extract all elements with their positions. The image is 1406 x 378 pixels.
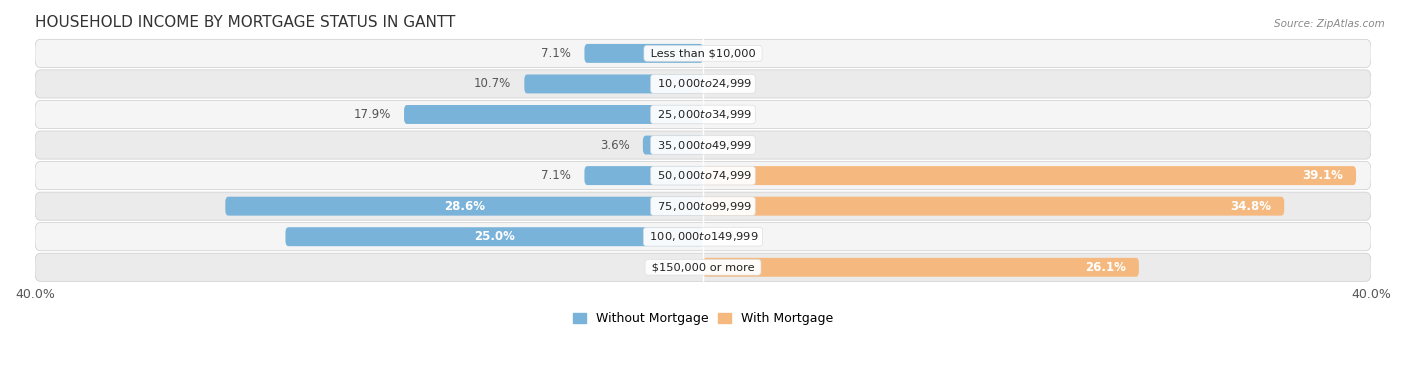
Text: $50,000 to $74,999: $50,000 to $74,999 <box>654 169 752 182</box>
Text: HOUSEHOLD INCOME BY MORTGAGE STATUS IN GANTT: HOUSEHOLD INCOME BY MORTGAGE STATUS IN G… <box>35 15 456 30</box>
Text: 0.0%: 0.0% <box>659 261 689 274</box>
FancyBboxPatch shape <box>585 166 703 185</box>
Text: $10,000 to $24,999: $10,000 to $24,999 <box>654 77 752 90</box>
FancyBboxPatch shape <box>35 70 1371 98</box>
FancyBboxPatch shape <box>285 227 703 246</box>
Text: 17.9%: 17.9% <box>353 108 391 121</box>
Text: 3.6%: 3.6% <box>600 139 630 152</box>
Text: 0.0%: 0.0% <box>717 139 747 152</box>
Text: $35,000 to $49,999: $35,000 to $49,999 <box>654 139 752 152</box>
Text: $100,000 to $149,999: $100,000 to $149,999 <box>647 230 759 243</box>
Text: 0.0%: 0.0% <box>717 47 747 60</box>
FancyBboxPatch shape <box>703 197 1284 215</box>
Text: 34.8%: 34.8% <box>1230 200 1271 213</box>
FancyBboxPatch shape <box>35 192 1371 220</box>
FancyBboxPatch shape <box>524 74 703 93</box>
FancyBboxPatch shape <box>404 105 703 124</box>
Text: $25,000 to $34,999: $25,000 to $34,999 <box>654 108 752 121</box>
FancyBboxPatch shape <box>35 39 1371 67</box>
Text: 7.1%: 7.1% <box>541 169 571 182</box>
Legend: Without Mortgage, With Mortgage: Without Mortgage, With Mortgage <box>568 307 838 330</box>
Text: Source: ZipAtlas.com: Source: ZipAtlas.com <box>1274 19 1385 29</box>
Text: 7.1%: 7.1% <box>541 47 571 60</box>
Text: 0.0%: 0.0% <box>717 230 747 243</box>
Text: 28.6%: 28.6% <box>444 200 485 213</box>
FancyBboxPatch shape <box>643 136 703 155</box>
Text: 39.1%: 39.1% <box>1302 169 1343 182</box>
FancyBboxPatch shape <box>35 161 1371 190</box>
Text: Less than $10,000: Less than $10,000 <box>647 48 759 58</box>
FancyBboxPatch shape <box>35 131 1371 159</box>
FancyBboxPatch shape <box>35 101 1371 129</box>
Text: 0.0%: 0.0% <box>717 108 747 121</box>
FancyBboxPatch shape <box>225 197 703 215</box>
Text: 0.0%: 0.0% <box>717 77 747 90</box>
Text: 10.7%: 10.7% <box>474 77 510 90</box>
Text: $75,000 to $99,999: $75,000 to $99,999 <box>654 200 752 213</box>
FancyBboxPatch shape <box>35 223 1371 251</box>
FancyBboxPatch shape <box>703 166 1355 185</box>
Text: 25.0%: 25.0% <box>474 230 515 243</box>
FancyBboxPatch shape <box>585 44 703 63</box>
Text: $150,000 or more: $150,000 or more <box>648 262 758 272</box>
FancyBboxPatch shape <box>703 258 1139 277</box>
Text: 26.1%: 26.1% <box>1084 261 1126 274</box>
FancyBboxPatch shape <box>35 253 1371 281</box>
